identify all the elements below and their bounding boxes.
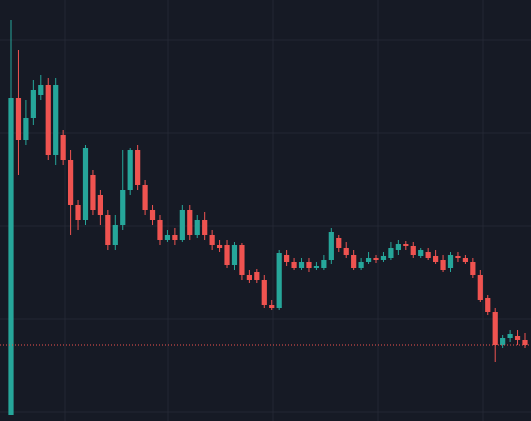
candle-body (45, 85, 51, 155)
candle-body (485, 298, 491, 312)
candle-body (127, 150, 133, 190)
candle-body (343, 248, 349, 255)
candle-body (365, 258, 372, 262)
candle-body (239, 245, 245, 275)
candle-body (23, 118, 29, 140)
candle-body (164, 235, 171, 240)
candle-body (157, 220, 163, 240)
candle-body (321, 260, 327, 268)
candle-body (462, 258, 469, 262)
candle-body (97, 195, 103, 215)
candle-body (82, 148, 89, 220)
candle-body (254, 272, 260, 280)
candle-body (142, 185, 148, 210)
candle-body (440, 260, 446, 270)
candle-body (477, 275, 483, 300)
candle-body (507, 334, 513, 338)
candle-body (425, 252, 431, 258)
candle-body (284, 255, 290, 262)
candle-body (418, 250, 424, 256)
candle-body (120, 190, 126, 225)
candle-body (306, 262, 312, 268)
candle-body (216, 245, 223, 248)
candle-body (90, 175, 96, 210)
candle-body (202, 220, 208, 235)
candle-body (470, 262, 476, 275)
candle-body (298, 262, 305, 268)
candle-body (291, 262, 297, 268)
candle-body (514, 336, 521, 340)
candle-body (276, 253, 282, 308)
candle-body (194, 220, 200, 235)
candle-body (224, 245, 230, 265)
candle-body (75, 205, 81, 220)
candle-body (500, 338, 506, 345)
candle-body (135, 150, 141, 185)
candle-body (231, 245, 238, 265)
candle-body (30, 90, 36, 118)
candle-body (351, 255, 357, 268)
candle-body (313, 266, 320, 268)
candle-body (15, 98, 22, 140)
candle-body (112, 225, 118, 245)
candle-body (358, 262, 364, 268)
candle-body (60, 135, 66, 160)
candle-body (492, 312, 498, 345)
candle-body (522, 340, 528, 345)
candle-body (410, 246, 416, 255)
candle-body (67, 160, 74, 205)
candle-body (395, 244, 401, 250)
candle-body (447, 255, 454, 268)
candle-body (209, 235, 215, 245)
candle-body (53, 85, 59, 155)
candle-body (455, 256, 461, 258)
candle-body (172, 235, 178, 240)
candle-body (269, 305, 275, 308)
candle-body (433, 256, 439, 262)
candle-body (380, 256, 387, 260)
candle-body (149, 210, 156, 220)
candle-body (38, 85, 44, 95)
candle-body (105, 215, 111, 245)
candle-body (179, 210, 185, 240)
candle-body (388, 248, 394, 258)
candle-body (328, 232, 334, 260)
candle-body (246, 275, 252, 280)
candle-body (336, 238, 342, 248)
candle-body (373, 258, 379, 260)
candle-body (8, 98, 14, 415)
candle-body (187, 210, 193, 235)
candle-body (403, 244, 409, 246)
candle-body (261, 280, 267, 305)
